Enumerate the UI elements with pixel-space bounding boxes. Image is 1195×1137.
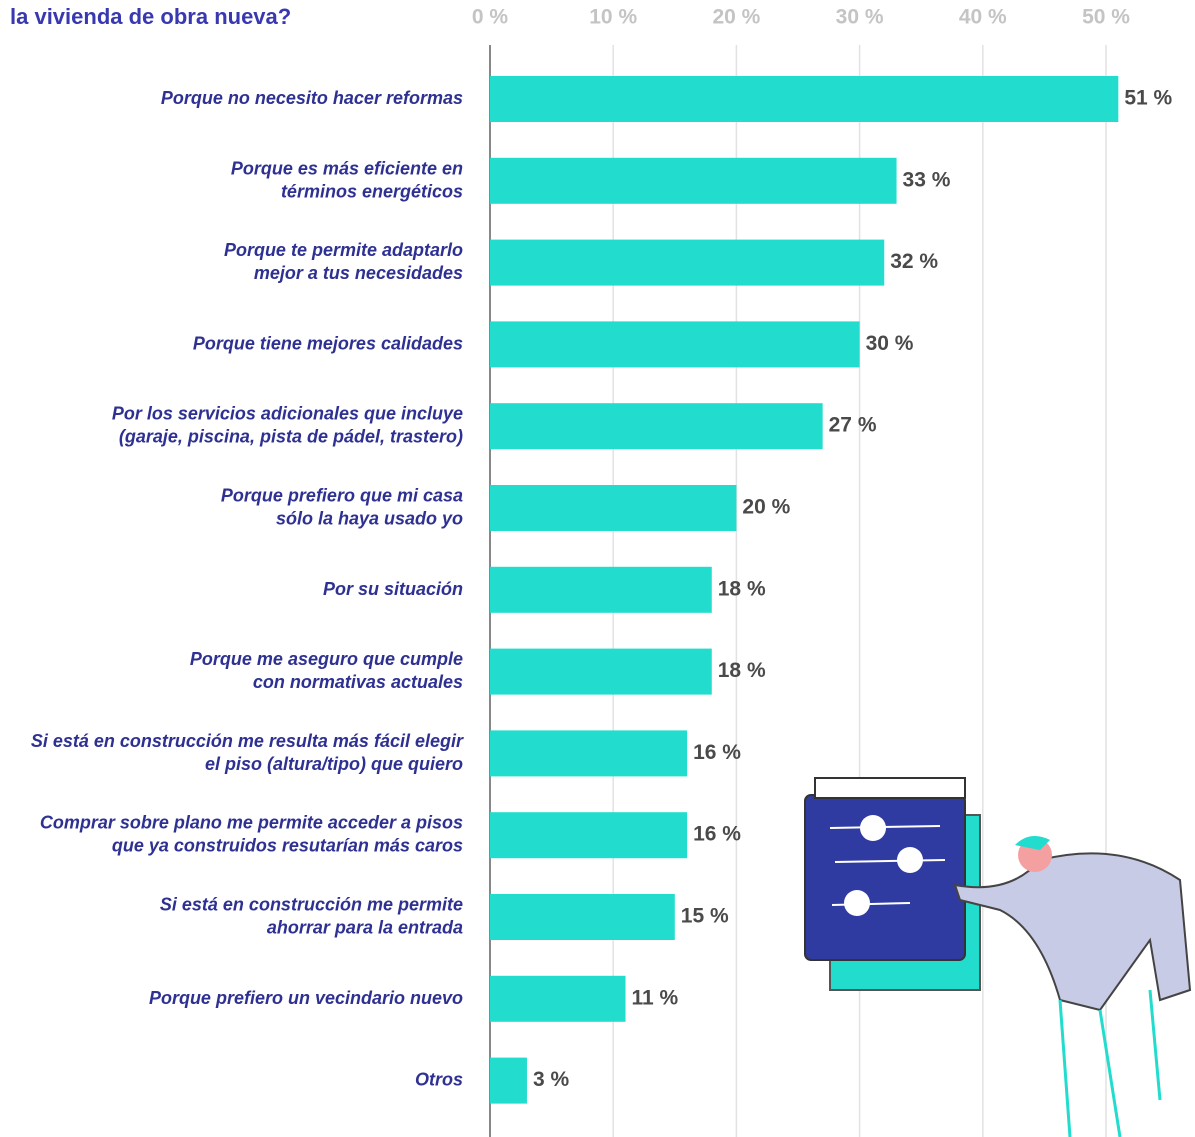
bar [490,485,737,531]
bar [490,730,688,777]
y-tick-label: Por los servicios adicionales que incluy… [112,403,463,446]
bar [490,239,885,286]
x-tick-label: 30 % [836,6,884,29]
y-tick-label: Porque prefiero que mi casa sólo la haya … [221,485,463,528]
bar [490,566,712,613]
bar [490,157,897,204]
y-tick-label: Comprar sobre plano me permite acceder a… [40,812,463,855]
bar [490,812,688,859]
x-tick-label: 40 % [959,6,1007,29]
bar [490,321,860,368]
y-tick-label: Porque no necesito hacer reformas [161,88,463,108]
y-tick-label: Si está en construcción me resulta más f… [31,731,464,774]
illustration [804,777,1192,1137]
value-label: 33 % [903,168,951,191]
x-tick-label: 10 % [589,6,637,29]
y-tick-label: Porque es más eficiente en términos energ… [231,158,463,201]
value-label: 16 % [693,823,741,846]
value-label: 18 % [718,577,766,600]
value-label: 16 % [693,741,741,764]
bar [490,894,675,940]
x-tick-label: 0 % [472,6,509,29]
y-tick-label: Porque tiene mejores calidades [193,333,463,353]
value-label: 11 % [632,986,679,1009]
bar [490,975,626,1022]
value-label: 51 % [1124,87,1172,110]
y-tick-label: Porque prefiero un vecindario nuevo [149,988,463,1008]
bar [490,1057,527,1104]
value-label: 27 % [829,414,877,437]
y-tick-label: Porque me aseguro que cumple con normativ… [190,649,463,692]
y-tick-label: Porque te permite adaptarlo mejor a tus n… [224,240,463,283]
bar [490,76,1119,122]
x-tick-label: 20 % [712,6,760,29]
bar [490,648,712,695]
chart-title: la vivienda de obra nueva? [10,4,291,29]
value-label: 15 % [681,905,729,928]
bar [490,403,823,450]
y-tick-label: Otros [415,1069,463,1089]
value-label: 30 % [866,332,914,355]
value-label: 18 % [718,659,766,682]
value-label: 20 % [742,496,790,519]
value-label: 3 % [533,1068,570,1091]
value-label: 32 % [890,250,938,273]
y-tick-label: Por su situación [323,579,463,599]
x-tick-label: 50 % [1082,6,1130,29]
y-tick-label: Si está en construcción me permite ahorra… [160,894,463,937]
